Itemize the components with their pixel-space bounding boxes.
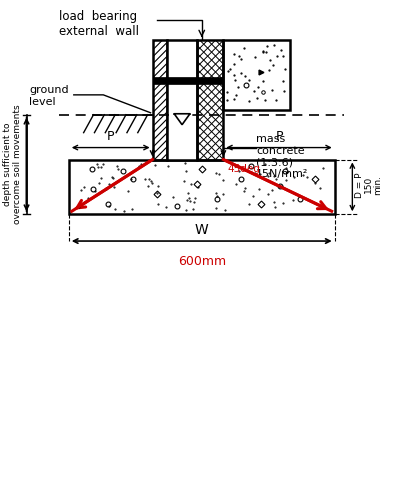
Text: min.: min.: [374, 175, 382, 195]
Text: mass: mass: [256, 134, 285, 144]
Text: W: W: [195, 223, 209, 237]
Text: concrete: concrete: [256, 146, 304, 156]
Text: P: P: [275, 130, 283, 143]
Text: P: P: [107, 130, 114, 143]
Polygon shape: [152, 77, 224, 84]
Text: 15N/mm²: 15N/mm²: [256, 169, 308, 180]
Polygon shape: [174, 114, 190, 125]
Text: (1:3:6): (1:3:6): [256, 158, 293, 168]
Polygon shape: [69, 160, 335, 214]
Text: load  bearing
external  wall: load bearing external wall: [59, 10, 139, 38]
Text: 600mm: 600mm: [178, 255, 226, 268]
Text: ground
level: ground level: [30, 85, 69, 106]
Text: 45deg: 45deg: [227, 165, 260, 175]
Polygon shape: [167, 40, 197, 160]
Text: depth sufficient to
overcome soil movements: depth sufficient to overcome soil moveme…: [3, 105, 22, 224]
Text: 150: 150: [364, 176, 372, 194]
Polygon shape: [224, 40, 290, 110]
Text: D = P: D = P: [355, 172, 364, 198]
